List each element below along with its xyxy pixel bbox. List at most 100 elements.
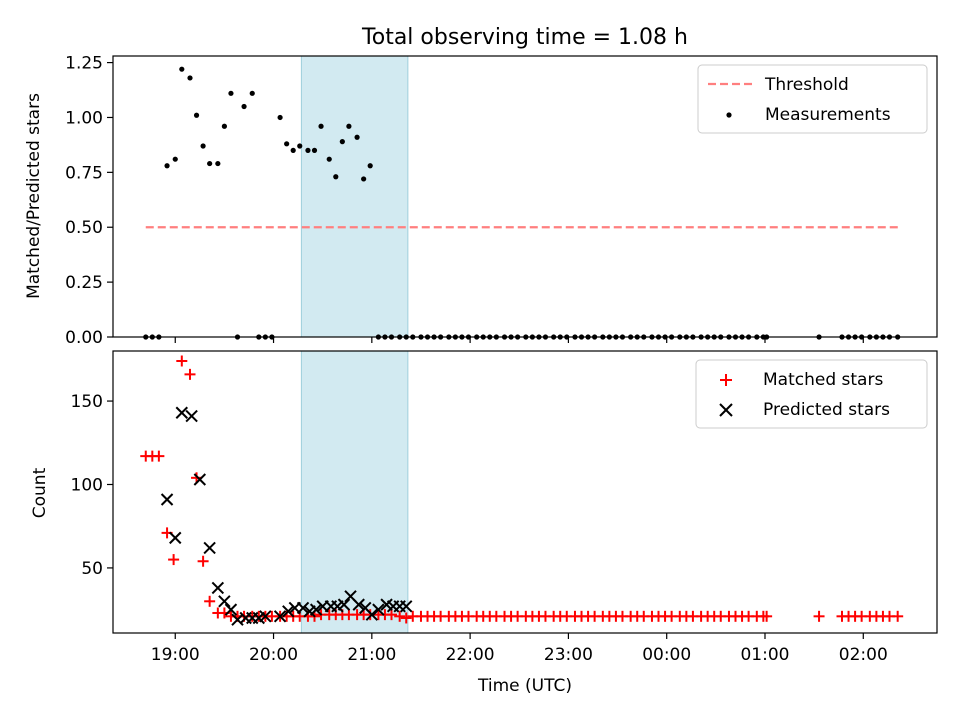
x-marker-b (175, 406, 189, 419)
x-tick-label: 00:00 (642, 645, 691, 665)
bottom-shaded-interval (300, 350, 409, 634)
measurement-point (354, 134, 360, 140)
bottom-y-axis-label: Count (30, 467, 50, 518)
predicted-star-point (296, 601, 310, 615)
predicted-star-point (175, 406, 189, 419)
matched-star-point (385, 609, 397, 621)
bottom-legend-box (695, 359, 928, 429)
predicted-star-point (193, 473, 207, 486)
predicted-star-point (259, 610, 272, 623)
x-axis-label: Time (UTC) (477, 676, 572, 696)
x-tick-label: 19:00 (151, 645, 200, 665)
bottom-panel: 50 100 150 19:00 20:00 21:00 22:00 23:00 00:00 0… (30, 350, 938, 696)
y-tick-label: 1.25 (65, 54, 103, 74)
x-marker-b (400, 600, 413, 613)
top-shaded-interval (300, 55, 409, 338)
x-tick-label: 21:00 (347, 645, 396, 665)
measurement-point (187, 75, 193, 81)
bottom-legend: Matched stars Predicted stars (695, 359, 928, 429)
predicted-stars-legend-swatch (719, 403, 733, 417)
top-y-axis-label: Matched/Predicted stars (24, 93, 44, 299)
measurements-legend-swatch (726, 112, 732, 118)
y-tick-label: 0.00 (65, 328, 103, 348)
predicted-stars-legend-label: Predicted stars (763, 400, 890, 420)
matched-star-point (153, 450, 165, 462)
predicted-star-point (337, 598, 351, 611)
measurement-point (284, 141, 290, 147)
measurement-point (207, 160, 213, 167)
threshold-legend-label: Threshold (764, 75, 849, 95)
predicted-star-point (273, 610, 287, 623)
y-tick-label: 150 (71, 392, 103, 412)
x-marker-b (344, 590, 357, 603)
x-marker-b (224, 603, 238, 616)
measurement-point (249, 90, 255, 96)
matched-stars-legend-swatch (720, 374, 732, 386)
y-tick-label: 0.50 (65, 218, 103, 238)
y-tick-label: 0.75 (65, 163, 103, 183)
measurement-point (361, 176, 367, 182)
matched-star-point (813, 610, 825, 622)
matched-star-point (394, 610, 406, 622)
measurement-point (221, 123, 227, 129)
x-marker-b (380, 598, 393, 611)
x-tick-label: 22:00 (446, 645, 495, 665)
x-marker-b (203, 541, 216, 555)
predicted-star-point (160, 493, 174, 506)
matched-star-point (176, 355, 188, 367)
predicted-star-point (365, 608, 379, 621)
measurement-point (215, 160, 221, 167)
x-tick-label: 20:00 (249, 645, 298, 665)
measurement-point (297, 143, 303, 149)
x-tick-label: 23:00 (544, 645, 593, 665)
predicted-star-point (400, 600, 413, 613)
y-tick-label: 50 (81, 559, 103, 579)
top-panel: 0.00 0.25 0.50 0.75 1.00 1.25 Matched/Predict… (24, 54, 938, 348)
measurements-legend-label: Measurements (765, 105, 891, 125)
bottom-y-ticks: 50 100 150 (71, 392, 113, 579)
predicted-star-point (203, 541, 216, 555)
x-marker-b (352, 598, 365, 611)
measurement-point (241, 103, 247, 110)
x-marker-b (169, 531, 182, 545)
measurement-point (290, 147, 296, 153)
x-marker-b (231, 613, 244, 626)
measurement-point (193, 112, 200, 118)
bottom-x-ticks: 19:00 20:00 21:00 22:00 23:00 00:00 01:00 02:00 (151, 633, 888, 665)
predicted-star-point (218, 595, 231, 608)
top-x-ticks (174, 337, 864, 343)
top-legend-box (697, 64, 928, 134)
x-marker-b (337, 598, 351, 611)
measurement-point (346, 123, 352, 129)
measurement-point (311, 147, 318, 153)
x-marker-b (160, 493, 174, 506)
matched-star-point (197, 555, 209, 567)
predicted-star-point (169, 531, 182, 545)
measurement-point (367, 163, 373, 169)
predicted-star-point (211, 581, 225, 595)
y-tick-label: 1.00 (65, 108, 103, 128)
measurement-point (200, 143, 206, 149)
measurement-point (333, 174, 339, 180)
x-marker-b (259, 610, 272, 623)
matched-star-point (168, 554, 180, 566)
matched-stars-legend-label: Matched stars (763, 370, 883, 390)
x-marker-b (193, 473, 207, 486)
predicted-star-point (372, 603, 385, 616)
x-marker-b (359, 601, 372, 615)
measurement-point (277, 114, 283, 121)
x-marker-b (365, 608, 379, 621)
measurement-point (339, 139, 345, 145)
predicted-star-point (185, 409, 198, 423)
y-tick-label: 0.25 (65, 273, 103, 293)
chart-title: Total observing time = 1.08 h (361, 25, 688, 50)
measurement-point (164, 163, 170, 169)
x-marker-b (211, 581, 225, 595)
x-tick-label: 01:00 (740, 645, 789, 665)
matched-star-point (204, 595, 216, 607)
x-marker-b (273, 610, 287, 623)
measurement-point (326, 156, 332, 162)
matched-stars-points (140, 355, 904, 624)
x-tick-label: 02:00 (839, 645, 888, 665)
